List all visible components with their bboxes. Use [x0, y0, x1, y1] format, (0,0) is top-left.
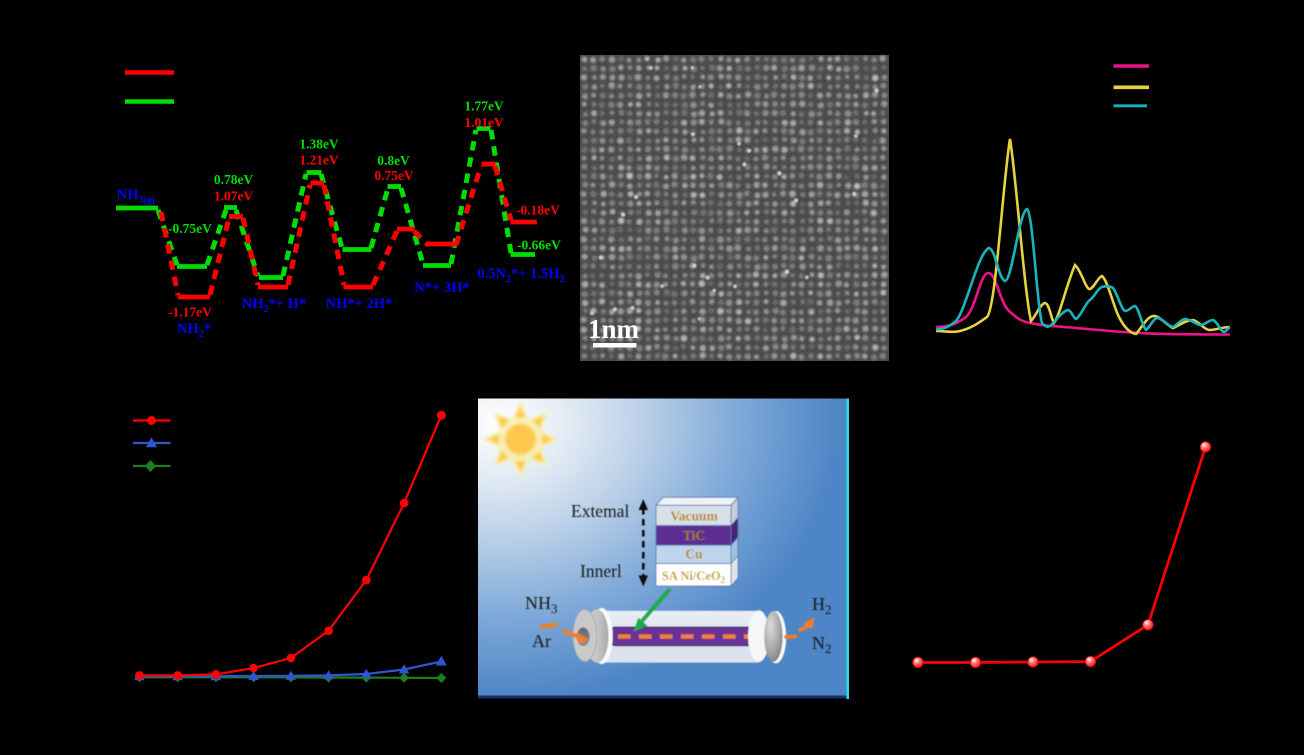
svg-text:NH3: NH3 [525, 593, 558, 616]
svg-text:0.75eV: 0.75eV [374, 168, 414, 183]
svg-text:N*+ 3H*: N*+ 3H* [414, 280, 469, 296]
svg-text:1.21eV: 1.21eV [299, 153, 339, 168]
svg-text:Extemal: Extemal [571, 501, 629, 521]
svg-text:NH2*+ H*: NH2*+ H* [242, 296, 306, 315]
svg-text:0.78eV: 0.78eV [214, 172, 254, 187]
svg-text:1.01eV: 1.01eV [464, 115, 504, 130]
svg-text:1.07eV: 1.07eV [214, 189, 254, 204]
svg-text:-1.17eV: -1.17eV [168, 305, 212, 320]
svg-text:NH*+ 2H*: NH*+ 2H* [326, 296, 393, 312]
svg-text:0.8eV: 0.8eV [377, 153, 410, 168]
svg-text:1.77eV: 1.77eV [464, 99, 504, 114]
svg-text:TiC: TiC [683, 528, 705, 543]
svg-text:1nm: 1nm [588, 314, 640, 344]
svg-text:Vacuum: Vacuum [670, 509, 718, 524]
svg-text:-0.66eV: -0.66eV [517, 238, 561, 253]
svg-text:-0.75eV: -0.75eV [168, 221, 212, 236]
svg-text:0.5N2*+ 1.5H2: 0.5N2*+ 1.5H2 [477, 266, 564, 285]
svg-text:SA Ni/CeO2: SA Ni/CeO2 [662, 569, 726, 585]
svg-text:1.38eV: 1.38eV [299, 137, 339, 152]
svg-text:Innerl: Innerl [580, 561, 622, 581]
svg-text:Ar: Ar [532, 631, 551, 651]
svg-text:Cu: Cu [685, 547, 703, 562]
svg-text:-0.18eV: -0.18eV [516, 203, 560, 218]
